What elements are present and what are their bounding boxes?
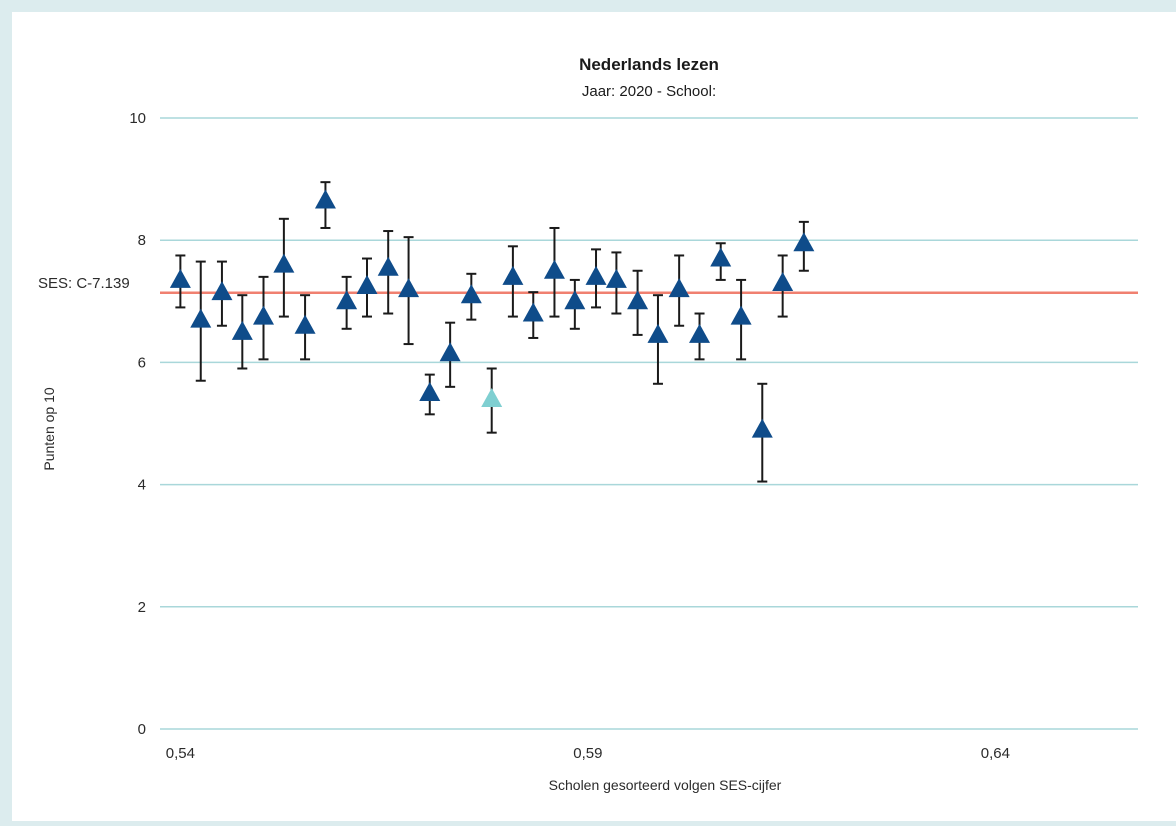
gridlines: 0 2 4 6 8 10 0,54 0,59 0,64 [129,110,1138,762]
school-marker [439,342,461,362]
school-marker [668,278,690,298]
school-marker [273,253,295,273]
school-marker [751,418,773,438]
school-marker [793,232,815,252]
school-marker [211,281,233,301]
school-marker [605,268,627,288]
school-marker [522,302,544,322]
school-marker [356,275,378,295]
x-tick-label: 0,64 [981,745,1010,762]
school-marker [419,381,441,401]
school-marker [377,256,399,276]
school-marker [398,278,420,298]
school-marker [294,314,316,334]
y-tick-label: 4 [138,477,146,494]
school-marker [772,271,794,291]
school-marker [336,290,358,310]
y-tick-label: 0 [138,721,146,738]
data-points [169,181,815,483]
x-tick-label: 0,59 [573,745,602,762]
y-tick-label: 10 [129,110,146,127]
school-marker [689,323,711,343]
school-marker [253,305,275,325]
y-tick-label: 8 [138,232,146,249]
x-tick-label: 0,54 [166,745,195,762]
school-marker [543,259,565,279]
chart-title: Nederlands lezen [579,55,719,74]
y-tick-label: 2 [138,599,146,616]
school-marker [231,320,253,340]
reference-line-group: SES: C-7.139 [38,275,1138,295]
chart-subtitle: Jaar: 2020 - School: [582,83,716,100]
y-axis-label: Punten op 10 [41,387,57,471]
school-marker [564,290,586,310]
chart-panel: Nederlands lezen Jaar: 2020 - School: Pu… [12,12,1176,821]
school-marker [710,247,732,267]
school-marker [585,265,607,285]
school-marker [502,265,524,285]
school-marker [627,290,649,310]
school-marker [314,189,336,209]
ses-reference-label: SES: C-7.139 [38,275,130,292]
school-marker [460,284,482,304]
x-axis-label: Scholen gesorteerd volgen SES-cijfer [549,777,782,793]
scatter-error-chart: Nederlands lezen Jaar: 2020 - School: Pu… [38,55,1138,793]
school-marker [169,268,191,288]
highlighted-school-marker [481,388,503,408]
school-marker [647,323,669,343]
school-marker [190,308,212,328]
school-marker [730,305,752,325]
y-tick-label: 6 [138,354,146,371]
